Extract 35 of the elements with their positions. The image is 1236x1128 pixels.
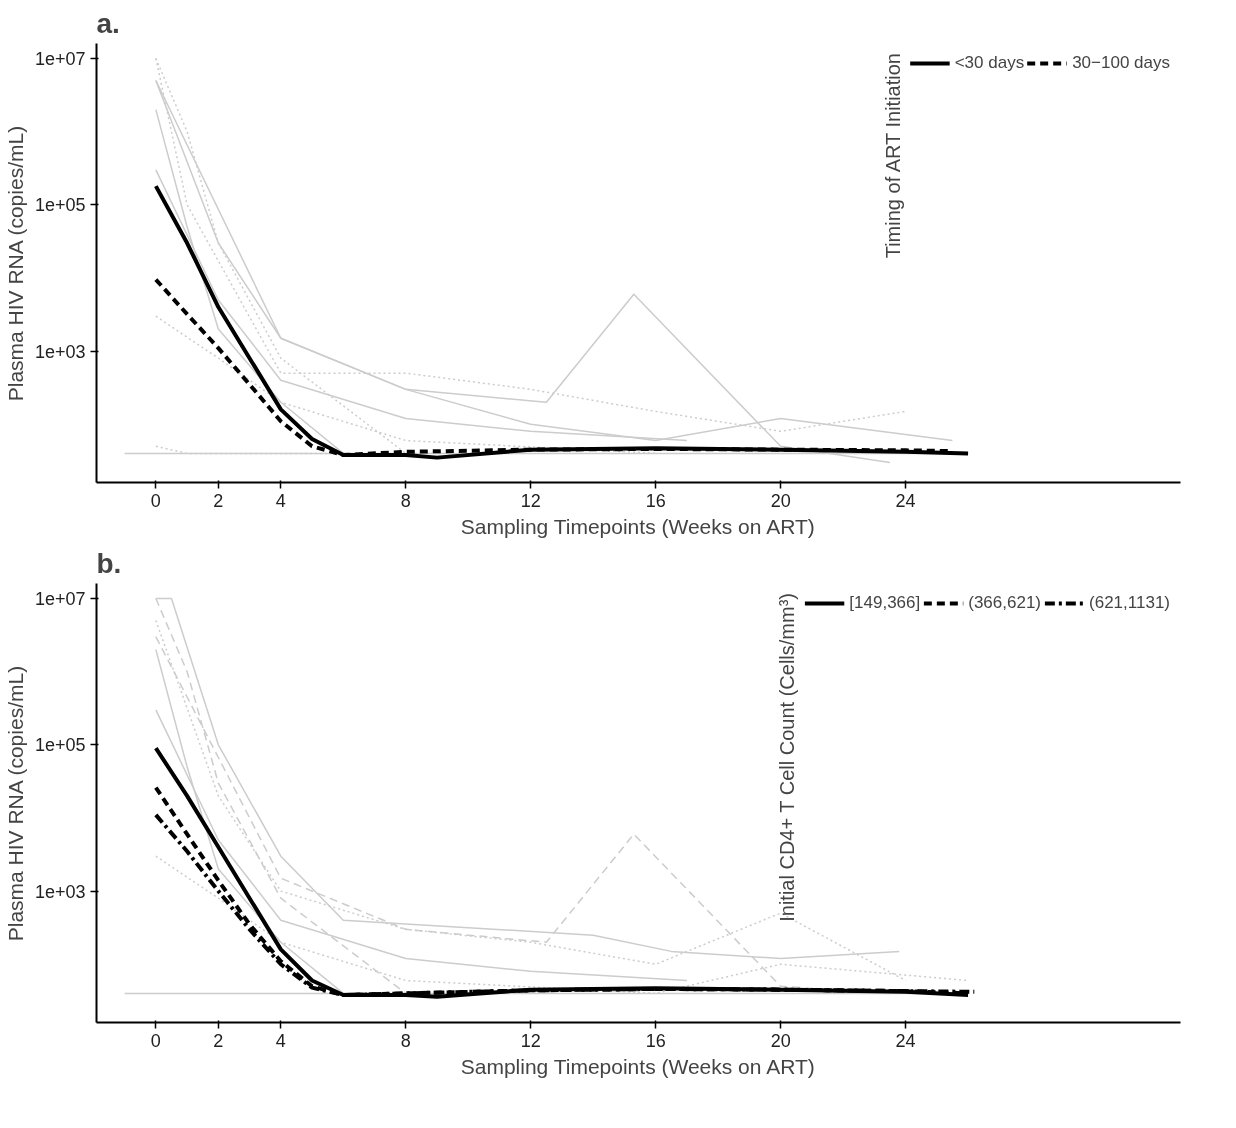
legend-label: <30 days	[954, 53, 1025, 73]
legend-title: Timing of ART Initiation	[881, 53, 905, 259]
x-tick-label: 0	[150, 490, 161, 511]
y-tick-label: 1e+03	[34, 881, 86, 902]
x-tick-label: 20	[770, 1030, 791, 1051]
y-tick-label: 1e+07	[34, 48, 86, 69]
y-tick-label: 1e+05	[34, 735, 86, 756]
x-tick-label: 24	[895, 1030, 916, 1051]
y-tick-label: 1e+05	[34, 195, 86, 216]
x-tick-label: 2	[213, 1030, 224, 1051]
x-tick-label: 12	[520, 1030, 541, 1051]
legend-label: [149,366]	[849, 593, 921, 613]
x-tick-label: 4	[275, 490, 286, 511]
y-axis-title: Plasma HIV RNA (copies/mL)	[3, 665, 27, 942]
x-tick-label: 20	[770, 490, 791, 511]
chart-title: b.	[96, 547, 122, 579]
legend-label: (621,1131)	[1089, 593, 1170, 613]
legend-label: 30−100 days	[1072, 53, 1170, 73]
x-axis-title: Sampling Timepoints (Weeks on ART)	[460, 514, 815, 538]
chart-title: a.	[96, 7, 120, 39]
y-axis-title: Plasma HIV RNA (copies/mL)	[3, 125, 27, 402]
y-tick-label: 1e+07	[34, 588, 86, 609]
x-tick-label: 12	[520, 490, 541, 511]
x-tick-label: 4	[275, 1030, 286, 1051]
x-axis-title: Sampling Timepoints (Weeks on ART)	[460, 1054, 815, 1078]
x-tick-label: 16	[645, 490, 666, 511]
y-tick-label: 1e+03	[34, 341, 86, 362]
x-tick-label: 8	[400, 490, 411, 511]
x-tick-label: 8	[400, 1030, 411, 1051]
x-tick-label: 0	[150, 1030, 161, 1051]
x-tick-label: 2	[213, 490, 224, 511]
x-tick-label: 24	[895, 490, 916, 511]
x-tick-label: 16	[645, 1030, 666, 1051]
legend-label: (366,621)	[968, 593, 1042, 613]
legend-title: Initial CD4+ T Cell Count (Cells/mm³)	[776, 593, 800, 922]
